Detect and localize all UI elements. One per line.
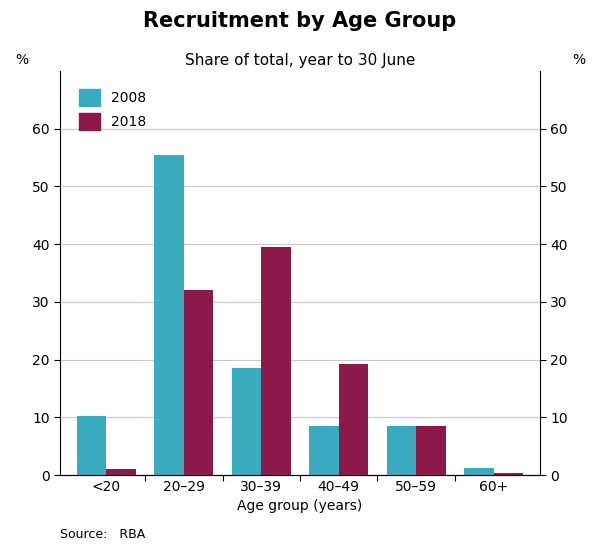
Legend: 2008, 2018: 2008, 2018 (72, 82, 153, 136)
Text: %: % (572, 53, 585, 67)
Bar (339, 364, 368, 475)
Bar (232, 368, 261, 475)
Bar (494, 473, 523, 475)
Bar (309, 426, 339, 475)
Text: %: % (15, 53, 28, 67)
Bar (464, 468, 494, 475)
Bar (387, 426, 416, 475)
Bar (184, 290, 213, 475)
Bar (261, 247, 291, 475)
Text: Source:   RBA: Source: RBA (60, 527, 145, 541)
Text: Recruitment by Age Group: Recruitment by Age Group (143, 11, 457, 31)
Bar (77, 416, 106, 475)
Bar (154, 155, 184, 475)
Title: Share of total, year to 30 June: Share of total, year to 30 June (185, 54, 415, 68)
Bar (106, 469, 136, 475)
X-axis label: Age group (years): Age group (years) (238, 500, 362, 513)
Bar (416, 426, 446, 475)
